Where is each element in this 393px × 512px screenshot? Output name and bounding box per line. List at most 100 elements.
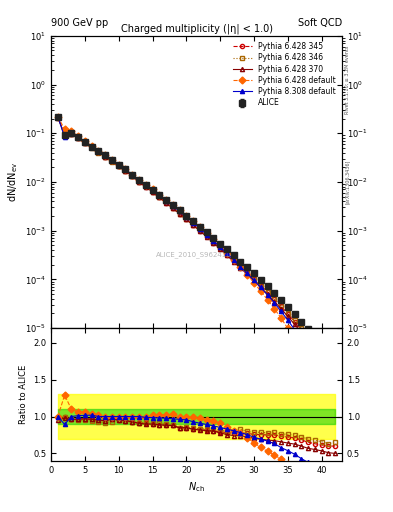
Pythia 6.428 370 <box>137 179 141 185</box>
Pythia 6.428 345 <box>184 217 189 223</box>
Pythia 6.428 346 <box>150 188 155 195</box>
Pythia 6.428 345 <box>76 135 81 141</box>
Line: Pythia 6.428 370: Pythia 6.428 370 <box>56 115 337 379</box>
Pythia 6.428 346 <box>211 239 216 245</box>
Pythia 6.428 default <box>218 243 222 249</box>
Pythia 8.308 default <box>55 114 60 120</box>
Pythia 6.428 346 <box>265 288 270 294</box>
Pythia 6.428 default <box>137 177 141 183</box>
Pythia 8.308 default <box>265 292 270 298</box>
Pythia 6.428 346 <box>326 360 331 366</box>
Y-axis label: dN/dN$_{\rm ev}$: dN/dN$_{\rm ev}$ <box>6 162 20 202</box>
Pythia 6.428 346 <box>245 269 250 275</box>
Pythia 6.428 370 <box>285 313 290 319</box>
Pythia 6.428 346 <box>191 222 195 228</box>
Pythia 6.428 default <box>130 172 135 178</box>
Pythia 8.308 default <box>137 177 141 183</box>
Pythia 6.428 346 <box>252 275 256 282</box>
Text: 900 GeV pp: 900 GeV pp <box>51 18 108 28</box>
Pythia 6.428 default <box>55 114 60 120</box>
Pythia 6.428 default <box>69 128 74 134</box>
Pythia 6.428 default <box>326 398 331 404</box>
Pythia 6.428 345 <box>69 131 74 137</box>
Pythia 8.308 default <box>326 382 331 388</box>
Pythia 6.428 370 <box>258 284 263 290</box>
Pythia 6.428 default <box>285 325 290 331</box>
Pythia 6.428 default <box>198 224 202 230</box>
Text: ALICE_2010_S9624100: ALICE_2010_S9624100 <box>156 251 237 259</box>
Pythia 6.428 345 <box>224 251 229 258</box>
Pythia 6.428 default <box>89 143 94 149</box>
Pythia 6.428 370 <box>143 184 148 190</box>
Pythia 6.428 346 <box>62 132 67 138</box>
Pythia 6.428 345 <box>292 318 297 325</box>
Pythia 6.428 default <box>171 202 175 208</box>
Pythia 6.428 346 <box>198 227 202 233</box>
Text: [arXiv:1306.3436]: [arXiv:1306.3436] <box>345 160 350 204</box>
Pythia 6.428 345 <box>238 264 243 270</box>
Pythia 6.428 370 <box>312 347 317 353</box>
Pythia 8.308 default <box>258 284 263 290</box>
Pythia 8.308 default <box>171 203 175 209</box>
Pythia 6.428 345 <box>299 327 304 333</box>
Pythia 8.308 default <box>123 166 128 173</box>
Pythia 6.428 345 <box>143 184 148 190</box>
Pythia 6.428 346 <box>238 263 243 269</box>
Pythia 6.428 370 <box>245 271 250 278</box>
Pythia 6.428 default <box>258 288 263 294</box>
Pythia 8.308 default <box>143 182 148 188</box>
Pythia 6.428 346 <box>204 233 209 239</box>
Pythia 6.428 default <box>191 218 195 224</box>
Pythia 8.308 default <box>279 308 283 314</box>
Pythia 8.308 default <box>204 231 209 238</box>
Pythia 8.308 default <box>191 220 195 226</box>
Pythia 6.428 345 <box>130 173 135 179</box>
Pythia 6.428 345 <box>252 276 256 283</box>
Pythia 6.428 345 <box>312 344 317 350</box>
Pythia 6.428 370 <box>218 246 222 252</box>
Line: Pythia 6.428 346: Pythia 6.428 346 <box>56 115 337 373</box>
Pythia 6.428 346 <box>312 343 317 349</box>
Pythia 6.428 370 <box>116 163 121 169</box>
Pythia 6.428 345 <box>137 179 141 185</box>
Pythia 8.308 default <box>89 143 94 150</box>
Pythia 6.428 370 <box>69 131 74 137</box>
Pythia 6.428 default <box>116 162 121 168</box>
Pythia 6.428 346 <box>116 163 121 169</box>
Pythia 6.428 346 <box>285 310 290 316</box>
Pythia 6.428 345 <box>333 370 338 376</box>
Pythia 6.428 370 <box>292 321 297 327</box>
Pythia 6.428 346 <box>177 211 182 217</box>
Pythia 8.308 default <box>312 358 317 364</box>
Pythia 6.428 370 <box>265 291 270 297</box>
Pythia 6.428 default <box>252 280 256 286</box>
Pythia 6.428 345 <box>306 335 310 341</box>
Pythia 6.428 346 <box>69 131 74 137</box>
Pythia 8.308 default <box>157 193 162 199</box>
Pythia 6.428 346 <box>123 167 128 174</box>
Pythia 6.428 346 <box>83 140 87 146</box>
Pythia 6.428 346 <box>272 295 277 301</box>
Pythia 6.428 default <box>299 347 304 353</box>
Pythia 6.428 370 <box>62 132 67 138</box>
Pythia 6.428 345 <box>191 222 195 228</box>
Line: Pythia 6.428 default: Pythia 6.428 default <box>55 114 338 417</box>
Pythia 8.308 default <box>285 317 290 323</box>
Pythia 6.428 370 <box>319 355 324 361</box>
Pythia 6.428 default <box>177 207 182 214</box>
Pythia 6.428 370 <box>164 200 169 206</box>
Pythia 6.428 default <box>265 296 270 303</box>
Pythia 6.428 345 <box>198 227 202 233</box>
Pythia 6.428 345 <box>204 233 209 240</box>
Pythia 8.308 default <box>306 347 310 353</box>
Pythia 6.428 345 <box>83 140 87 146</box>
Pythia 6.428 346 <box>292 317 297 324</box>
Pythia 6.428 370 <box>184 217 189 223</box>
Pythia 6.428 370 <box>96 149 101 155</box>
Legend: Pythia 6.428 345, Pythia 6.428 346, Pythia 6.428 370, Pythia 6.428 default, Pyth: Pythia 6.428 345, Pythia 6.428 346, Pyth… <box>231 39 338 110</box>
Pythia 6.428 default <box>62 126 67 133</box>
Pythia 6.428 370 <box>279 306 283 312</box>
Pythia 6.428 default <box>306 359 310 365</box>
Pythia 8.308 default <box>333 396 338 402</box>
Pythia 8.308 default <box>69 130 74 136</box>
